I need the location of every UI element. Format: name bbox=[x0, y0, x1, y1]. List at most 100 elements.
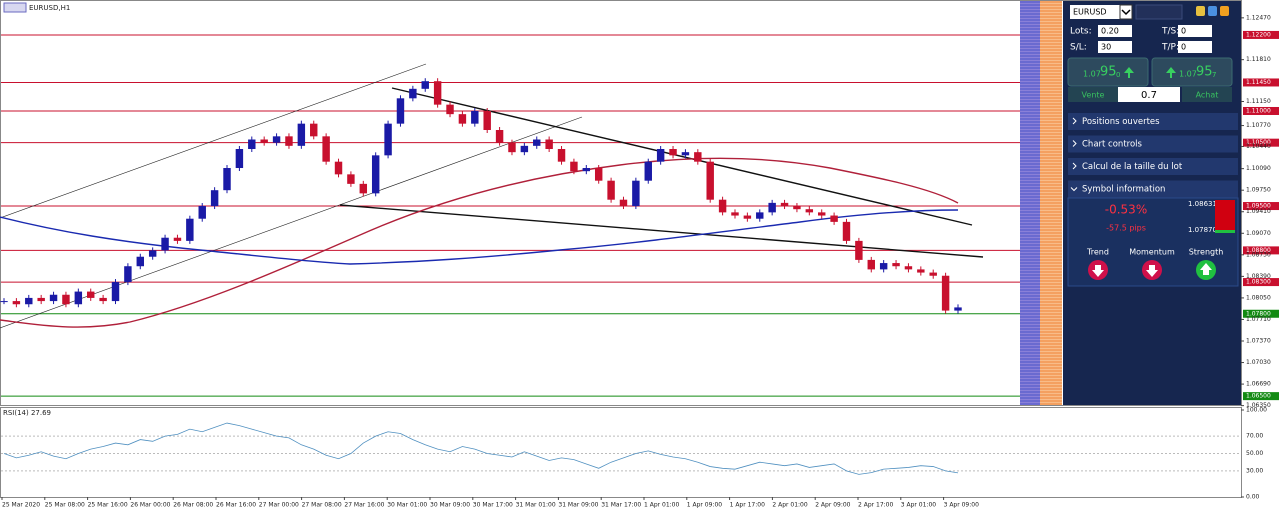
candle bbox=[111, 282, 120, 302]
x-tick-label: 2 Apr 01:00 bbox=[772, 502, 807, 509]
candle bbox=[954, 307, 962, 311]
candle bbox=[74, 291, 83, 305]
candle bbox=[322, 136, 330, 162]
candle bbox=[87, 291, 95, 298]
candle bbox=[12, 301, 21, 305]
candle bbox=[917, 269, 925, 273]
sl-input[interactable] bbox=[1098, 41, 1132, 53]
ts-input[interactable] bbox=[1178, 25, 1212, 37]
candle bbox=[557, 149, 566, 162]
level-tag bbox=[1243, 392, 1279, 401]
candle bbox=[161, 237, 169, 251]
high: 1.08631 bbox=[1188, 200, 1217, 208]
indicator-arrow bbox=[1200, 263, 1212, 275]
value: 30 bbox=[1101, 43, 1111, 52]
level-label: 1.11000 bbox=[1246, 107, 1271, 114]
indicator-arrow bbox=[1092, 265, 1104, 277]
price-frac: 7 bbox=[1212, 71, 1216, 79]
icon[interactable] bbox=[1220, 6, 1229, 16]
chart-icon bbox=[3, 2, 27, 13]
trade-panel: EURUSD Lots: 0.20 T/S: 0 S/L: 30 T/P: 0 … bbox=[1063, 1, 1241, 405]
level-label: 1.11450 bbox=[1246, 79, 1271, 86]
candle bbox=[718, 199, 727, 213]
y-tick-label: 1.10440 bbox=[1246, 143, 1271, 150]
level-tag bbox=[1243, 202, 1279, 211]
candle bbox=[25, 297, 33, 305]
rsi-tick-label: 0.00 bbox=[1246, 494, 1260, 501]
buy-label-bg bbox=[1182, 87, 1232, 102]
y-tick-label: 1.07030 bbox=[1246, 359, 1271, 366]
candle bbox=[198, 206, 206, 219]
x-tick-label: 25 Mar 08:00 bbox=[45, 502, 85, 509]
rsi-tick-label: 30.00 bbox=[1246, 467, 1263, 474]
lots-input[interactable] bbox=[1098, 25, 1132, 37]
x-tick-label: 2 Apr 17:00 bbox=[858, 502, 893, 509]
label: Lots: bbox=[1070, 27, 1092, 37]
sell-label[interactable]: Vente bbox=[1082, 91, 1105, 100]
symbol: EURUSD bbox=[1073, 8, 1107, 17]
value: 0 bbox=[1181, 43, 1186, 52]
candle bbox=[210, 190, 219, 207]
candle bbox=[768, 202, 776, 213]
level-label: 1.10500 bbox=[1246, 139, 1271, 146]
section-header[interactable] bbox=[1068, 158, 1238, 175]
candle bbox=[285, 136, 293, 146]
y-tick-label: 1.11810 bbox=[1246, 56, 1271, 63]
indicator-label: Strength bbox=[1189, 248, 1224, 257]
tp-input[interactable] bbox=[1178, 41, 1212, 53]
y-tick-label: 1.09750 bbox=[1246, 187, 1271, 194]
section-header[interactable] bbox=[1068, 113, 1238, 130]
y-tick-label: 1.06350 bbox=[1246, 402, 1271, 409]
candle bbox=[867, 259, 875, 270]
sell-button[interactable] bbox=[1067, 57, 1149, 87]
icon[interactable] bbox=[1208, 6, 1217, 16]
section-header[interactable] bbox=[1068, 180, 1238, 198]
y-tick-label: 1.10770 bbox=[1246, 122, 1271, 129]
candle bbox=[235, 149, 244, 169]
candle bbox=[904, 266, 913, 270]
candle bbox=[533, 139, 541, 146]
candle bbox=[817, 212, 826, 216]
x-tick-label: 3 Apr 09:00 bbox=[944, 502, 979, 509]
candle bbox=[483, 110, 491, 130]
level-label: 1.07800 bbox=[1246, 310, 1271, 317]
candle bbox=[545, 139, 553, 150]
input[interactable] bbox=[1135, 4, 1183, 20]
pips: -57.5 pips bbox=[1106, 224, 1146, 233]
chevron bbox=[1072, 140, 1077, 147]
x-tick-label: 1 Apr 09:00 bbox=[687, 502, 722, 509]
candle bbox=[148, 250, 157, 257]
section-title: Chart controls bbox=[1082, 140, 1143, 150]
sell-label-bg bbox=[1068, 87, 1118, 102]
x-tick-label: 1 Apr 17:00 bbox=[730, 502, 765, 509]
chart-title: EURUSD,H1 bbox=[29, 4, 70, 12]
level-tag bbox=[1243, 309, 1279, 318]
low: 1.07870 bbox=[1188, 226, 1217, 234]
candle bbox=[793, 206, 801, 210]
level-tag bbox=[1243, 78, 1279, 87]
candle bbox=[347, 174, 355, 184]
section-header[interactable] bbox=[1068, 135, 1238, 153]
y-tick-label: 1.08390 bbox=[1246, 273, 1271, 280]
symbol-select[interactable] bbox=[1070, 5, 1120, 19]
buy-button[interactable] bbox=[1151, 57, 1233, 87]
x-tick-label: 26 Mar 08:00 bbox=[173, 502, 213, 509]
x-tick-label: 26 Mar 00:00 bbox=[130, 502, 170, 509]
candle bbox=[359, 183, 368, 194]
candle bbox=[508, 142, 516, 153]
x-tick-label: 31 Mar 17:00 bbox=[601, 502, 641, 509]
candle bbox=[272, 136, 281, 143]
y-tick-label: 1.06690 bbox=[1246, 381, 1271, 388]
y-tick-label: 1.08730 bbox=[1246, 251, 1271, 258]
price-pips: 95 bbox=[1100, 65, 1117, 80]
buy-label: Achat bbox=[1196, 91, 1219, 100]
candle bbox=[248, 139, 256, 150]
indicator-arrow bbox=[1146, 265, 1158, 277]
dropdown[interactable] bbox=[1119, 4, 1133, 20]
candle bbox=[260, 139, 268, 143]
x-tick-label: 27 Mar 08:00 bbox=[302, 502, 342, 509]
icon[interactable] bbox=[1196, 6, 1205, 16]
level-tag bbox=[1243, 278, 1279, 287]
candle bbox=[124, 266, 132, 283]
y-tick-label: 1.07370 bbox=[1246, 338, 1271, 345]
